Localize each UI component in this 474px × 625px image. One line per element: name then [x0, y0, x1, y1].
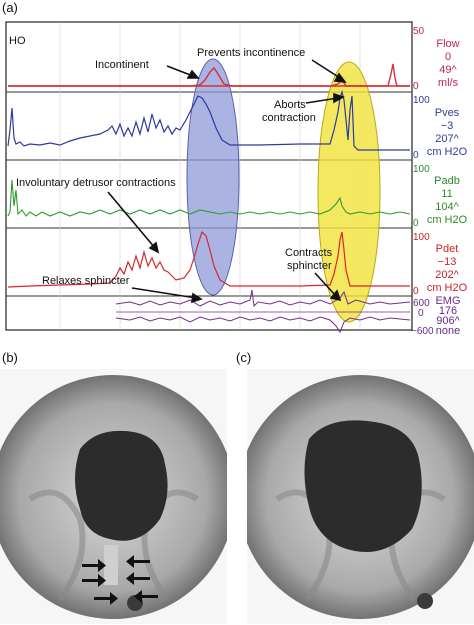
urodynamic-trace-panel: HO Prevents incontinence Incontinent Abo…: [5, 21, 468, 337]
urethra-arrows: [82, 555, 158, 605]
pdet-trace: [7, 230, 410, 288]
pves-scale-top: 100: [413, 95, 430, 106]
emg-label-value: 176: [439, 305, 457, 317]
flow-scale-bottom: 0: [413, 81, 419, 92]
flow-label-max: 49^: [439, 64, 457, 76]
pelvic-bone-left: [28, 489, 86, 601]
pdet-scale-top: 100: [413, 232, 430, 243]
emg-label-name: EMG: [435, 295, 460, 307]
arrow-head-icon: [329, 289, 342, 302]
arrow-right-icon: [82, 559, 106, 572]
arrow-head-icon: [186, 69, 200, 79]
arrow-right-icon: [82, 574, 106, 587]
emg-scale-top: 600: [413, 298, 430, 309]
pves-scale-bottom: 0: [413, 150, 419, 161]
padb-label-value: 11: [441, 188, 452, 200]
contrast-drop: [417, 593, 433, 609]
panel-b-letter: (b): [2, 350, 18, 365]
emg-scale-mid: 0: [418, 308, 424, 319]
arrow-head-icon: [148, 241, 160, 254]
annotation-relaxes-sphincter: Relaxes sphincter: [42, 275, 130, 287]
padb-label-unit: cm H2O: [427, 214, 468, 226]
bladder-contrast: [304, 420, 422, 553]
pdet-label-max: 202^: [435, 269, 459, 281]
padb-trace: [7, 179, 411, 217]
pdet-scale-bottom: 0: [413, 286, 419, 297]
annotation-arrows: [107, 59, 347, 304]
annotation-prevents-incontinence: Prevents incontinence: [197, 47, 305, 59]
arrow-aborts: [305, 97, 339, 104]
pves-trace: [7, 89, 410, 151]
emg-label-unit: none: [436, 325, 460, 336]
fluoroscopy-b-svg: [0, 369, 227, 624]
annotation-involuntary: Involuntary detrusor contractions: [16, 177, 176, 189]
urethra-region: [104, 545, 118, 585]
urodynamic-trace-figure: HO Prevents incontinence Incontinent Abo…: [5, 21, 468, 337]
scale-labels: 50 0 100 0 100 0 100 0 600 0 −600: [411, 26, 434, 337]
arrow-involuntary: [107, 191, 156, 249]
fluoroscopy-image-c: [247, 369, 474, 624]
padb-label-max: 104^: [435, 201, 459, 213]
arrow-right-icon: [94, 592, 118, 605]
pves-label-max: 207^: [435, 133, 459, 145]
arrow-left-icon: [126, 555, 150, 568]
pves-label-value: −3: [441, 120, 454, 132]
emg-trace-lower: [115, 316, 411, 334]
arrow-head-icon: [333, 72, 347, 83]
pdet-label-unit: cm H2O: [427, 282, 468, 294]
arrow-prevents: [311, 59, 341, 79]
flow-label-value: 0: [445, 51, 451, 63]
pves-label-name: Pves: [435, 107, 460, 119]
arrow-left-icon: [134, 590, 158, 603]
flow-label-name: Flow: [436, 38, 459, 50]
arrow-incontinent: [166, 65, 194, 77]
annotation-aborts-2: contraction: [262, 112, 316, 124]
arrow-head-icon: [191, 292, 203, 304]
ellipse-incontinent: [186, 58, 240, 296]
flow-label-unit: ml/s: [438, 77, 459, 89]
arrow-relaxes: [131, 287, 197, 299]
panel-a-letter: (a): [2, 0, 18, 15]
annotation-aborts-1: Aborts: [274, 99, 306, 111]
annotation-contracts-2: sphincter: [287, 260, 332, 272]
channel-labels: Flow 0 49^ ml/s Pves −3 207^ cm H2O Padb…: [427, 38, 468, 337]
annotation-contracts-1: Contracts: [285, 247, 333, 259]
arrow-left-icon: [126, 572, 150, 585]
flow-scale-top: 50: [413, 26, 425, 37]
padb-label-name: Padb: [434, 175, 460, 187]
arrow-contracts: [314, 272, 337, 297]
fluoroscopy-image-b: [0, 369, 227, 624]
pves-label-unit: cm H2O: [427, 146, 468, 158]
padb-scale-bottom: 0: [413, 218, 419, 229]
bladder-contrast: [75, 430, 168, 541]
fluoroscopy-c-svg: [247, 369, 474, 624]
emg-scale-bottom: −600: [411, 326, 434, 336]
annotation-incontinent: Incontinent: [95, 59, 149, 71]
ellipse-prevents: [317, 61, 381, 323]
arrow-head-icon: [333, 92, 345, 104]
emg-label-max: 906^: [436, 315, 460, 327]
panel-c-letter: (c): [236, 350, 252, 365]
pdet-label-name: Pdet: [436, 243, 459, 255]
emg-trace: [115, 289, 411, 308]
corner-label: HO: [9, 35, 26, 47]
padb-scale-top: 100: [413, 164, 430, 175]
pdet-label-value: −13: [438, 256, 457, 268]
